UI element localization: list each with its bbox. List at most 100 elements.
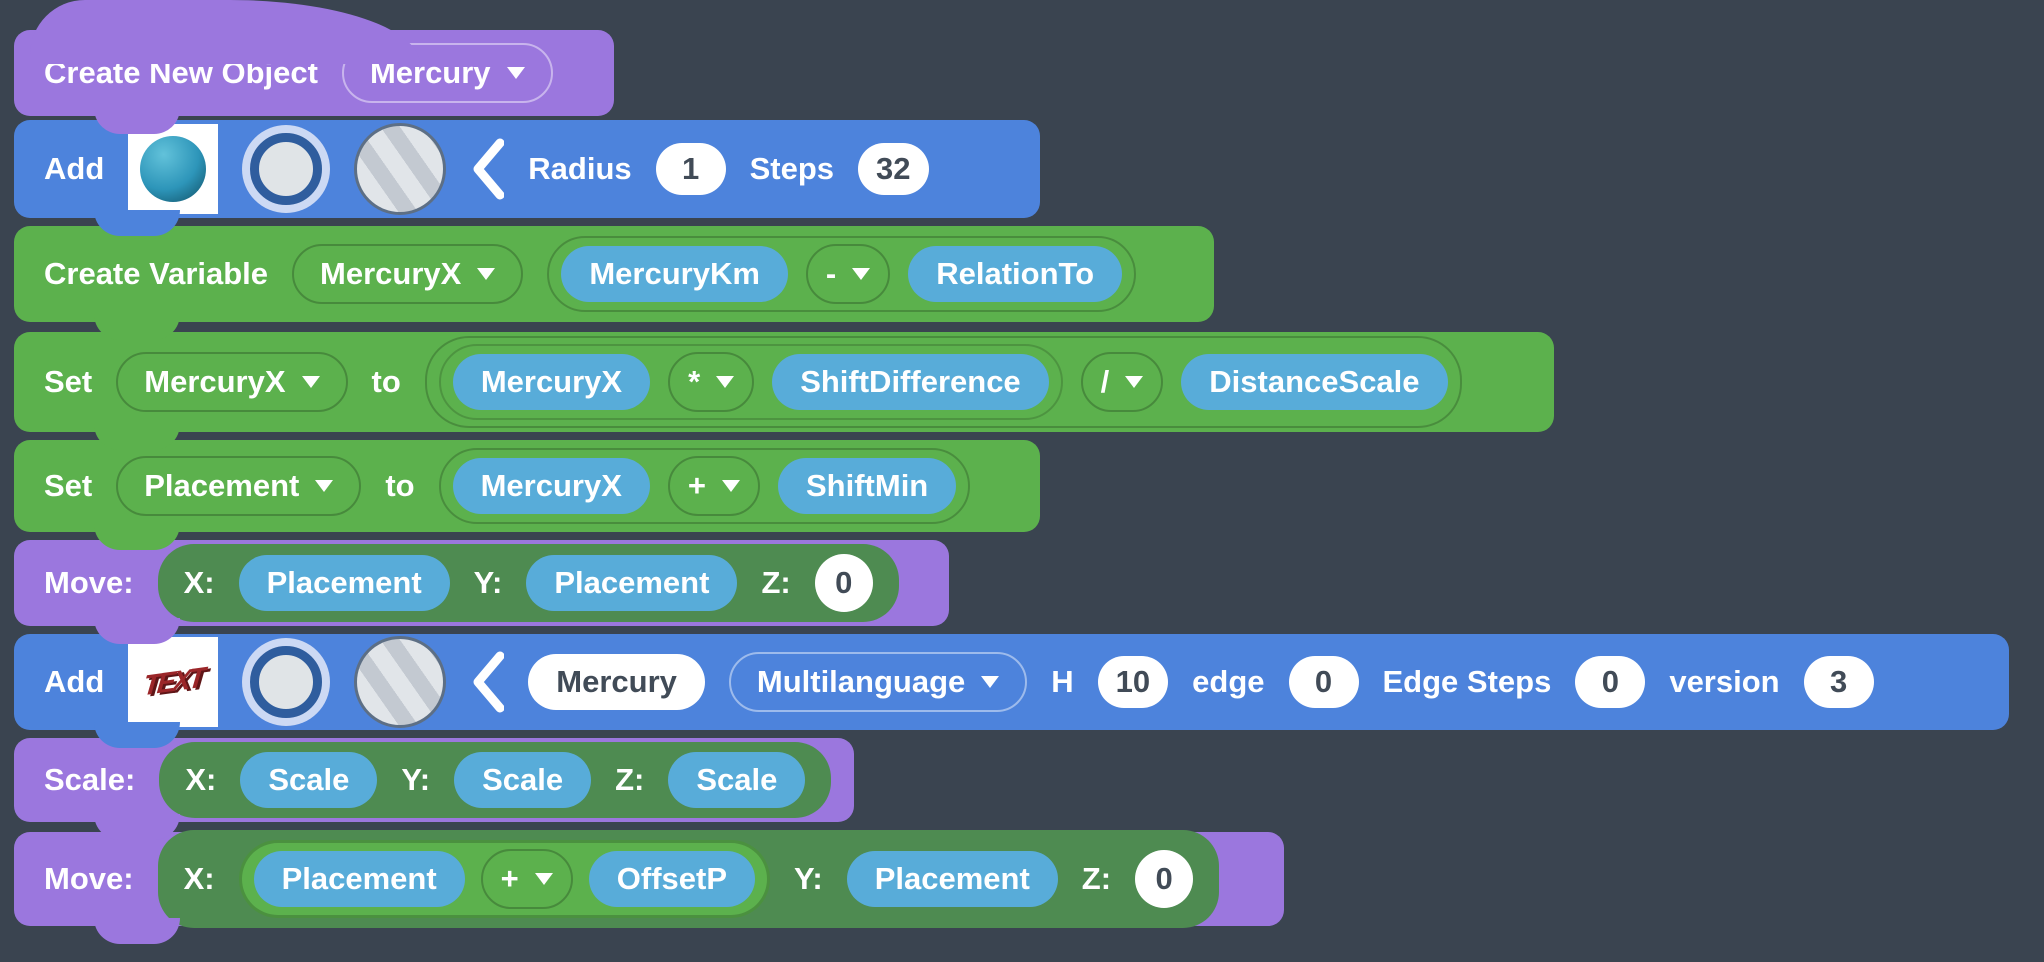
operator-value: +	[500, 861, 519, 896]
set-label: Set	[44, 468, 93, 503]
sphere-thumbnail[interactable]	[128, 124, 219, 214]
object-dropdown-value: Mercury	[369, 55, 491, 90]
variable-dropdown-value: MercuryX	[144, 364, 286, 399]
set-placement-block[interactable]: Set Placement to MercuryX + ShiftMin	[14, 440, 1040, 550]
variable-pill[interactable]: ShiftMin	[778, 458, 957, 514]
move-block[interactable]: Move: X: Placement Y: Placement Z: 0	[14, 540, 949, 644]
operator-value: +	[687, 468, 706, 503]
variable-pill[interactable]: RelationTo	[908, 246, 1123, 302]
operator-dropdown[interactable]: +	[667, 456, 760, 516]
operator-dropdown[interactable]: +	[480, 849, 573, 909]
striped-material-option[interactable]	[354, 636, 447, 728]
edge-label: edge	[1192, 664, 1265, 699]
striped-material-option[interactable]	[354, 123, 447, 215]
xyz-container: X: Placement Y: Placement Z: 0	[157, 544, 899, 622]
variable-pill[interactable]: Placement	[238, 555, 450, 611]
caret-down-icon	[716, 376, 735, 388]
to-label: to	[385, 468, 415, 503]
caret-down-icon	[301, 376, 320, 388]
variable-pill[interactable]: MercuryX	[452, 354, 651, 410]
circle-material-option[interactable]	[250, 133, 323, 205]
caret-down-icon	[315, 480, 334, 492]
variable-dropdown-value: MercuryX	[320, 256, 462, 291]
edge-steps-input[interactable]: 0	[1575, 656, 1646, 708]
h-label: H	[1051, 664, 1074, 699]
to-label: to	[371, 364, 401, 399]
expression-container: MercuryKm - RelationTo	[547, 236, 1137, 312]
variable-pill[interactable]: OffsetP	[588, 851, 756, 907]
steps-input[interactable]: 32	[858, 143, 929, 195]
move-label: Move:	[44, 861, 134, 896]
z-input[interactable]: 0	[1135, 850, 1194, 908]
collapse-icon[interactable]	[470, 650, 505, 714]
xyz-container: X: Scale Y: Scale Z: Scale	[159, 742, 832, 818]
create-object-label: Create New Object	[44, 55, 318, 90]
language-dropdown[interactable]: Multilanguage	[728, 652, 1028, 712]
variable-pill[interactable]: MercuryKm	[561, 246, 788, 302]
create-variable-block[interactable]: Create Variable MercuryX MercuryKm - Rel…	[14, 226, 1214, 340]
outer-expression: MercuryX * ShiftDifference / DistanceSca…	[424, 336, 1462, 428]
z-label: Z:	[615, 762, 645, 797]
operator-dropdown[interactable]: /	[1080, 352, 1164, 412]
add-text-block[interactable]: Add TEXT Mercury Multilanguage H 10 edge…	[14, 634, 2009, 748]
variable-dropdown-value: Placement	[144, 468, 300, 503]
x-label: X:	[183, 861, 215, 896]
x-expression: Placement + OffsetP	[238, 840, 771, 918]
create-object-block[interactable]: Create New Object Mercury	[14, 0, 614, 134]
variable-pill[interactable]: Scale	[454, 752, 592, 808]
h-input[interactable]: 10	[1097, 656, 1169, 708]
add-sphere-block[interactable]: Add Radius 1 Steps 32	[14, 120, 1040, 236]
variable-pill[interactable]: Placement	[526, 555, 738, 611]
operator-dropdown[interactable]: -	[805, 244, 891, 304]
operator-value: /	[1100, 364, 1110, 399]
language-dropdown-value: Multilanguage	[756, 664, 966, 699]
variable-pill[interactable]: ShiftDifference	[772, 354, 1049, 410]
set-label: Set	[44, 364, 93, 399]
red-3d-text-icon: TEXT	[142, 661, 205, 702]
collapse-icon[interactable]	[470, 137, 505, 201]
expression-container: MercuryX + ShiftMin	[438, 448, 971, 524]
steps-label: Steps	[749, 151, 835, 186]
edge-steps-label: Edge Steps	[1382, 664, 1552, 699]
x-label: X:	[185, 762, 217, 797]
z-label: Z:	[1081, 861, 1112, 896]
version-input[interactable]: 3	[1803, 656, 1874, 708]
radius-label: Radius	[528, 151, 632, 186]
name-input[interactable]: Mercury	[528, 654, 705, 710]
caret-down-icon	[534, 873, 553, 885]
object-dropdown[interactable]: Mercury	[341, 43, 553, 103]
variable-pill[interactable]: Scale	[240, 752, 378, 808]
create-variable-label: Create Variable	[44, 256, 269, 291]
caret-down-icon	[722, 480, 740, 492]
edge-input[interactable]: 0	[1288, 656, 1359, 708]
variable-dropdown[interactable]: MercuryX	[116, 352, 348, 412]
variable-pill[interactable]: DistanceScale	[1181, 354, 1448, 410]
radius-input[interactable]: 1	[655, 143, 726, 195]
move-label: Move:	[44, 565, 134, 600]
x-label: X:	[183, 565, 215, 600]
circle-material-option[interactable]	[250, 646, 323, 718]
caret-down-icon	[1125, 376, 1144, 388]
variable-pill[interactable]: Placement	[253, 851, 465, 907]
variable-dropdown[interactable]: Placement	[116, 456, 362, 516]
version-label: version	[1669, 664, 1780, 699]
scale-block[interactable]: Scale: X: Scale Y: Scale Z: Scale	[14, 738, 854, 840]
operator-value: *	[688, 364, 701, 399]
variable-pill[interactable]: Scale	[668, 752, 806, 808]
caret-down-icon	[506, 67, 525, 79]
text-thumbnail[interactable]: TEXT	[128, 637, 219, 727]
operator-dropdown[interactable]: *	[668, 352, 755, 412]
variable-dropdown[interactable]: MercuryX	[292, 244, 524, 304]
set-mercuryx-block[interactable]: Set MercuryX to MercuryX * ShiftDifferen…	[14, 332, 1554, 450]
variable-pill[interactable]: Placement	[846, 851, 1058, 907]
move-offset-block[interactable]: Move: X: Placement + OffsetP Y: Placemen…	[14, 830, 1284, 944]
z-input[interactable]: 0	[814, 554, 873, 612]
y-label: Y:	[794, 861, 823, 896]
variable-pill[interactable]: MercuryX	[452, 458, 650, 514]
caret-down-icon	[477, 268, 496, 280]
xyz-container: X: Placement + OffsetP Y: Placement Z: 0	[157, 830, 1220, 928]
caret-down-icon	[852, 268, 871, 280]
add-label: Add	[44, 151, 105, 186]
y-label: Y:	[401, 762, 431, 797]
operator-value: -	[825, 256, 837, 291]
